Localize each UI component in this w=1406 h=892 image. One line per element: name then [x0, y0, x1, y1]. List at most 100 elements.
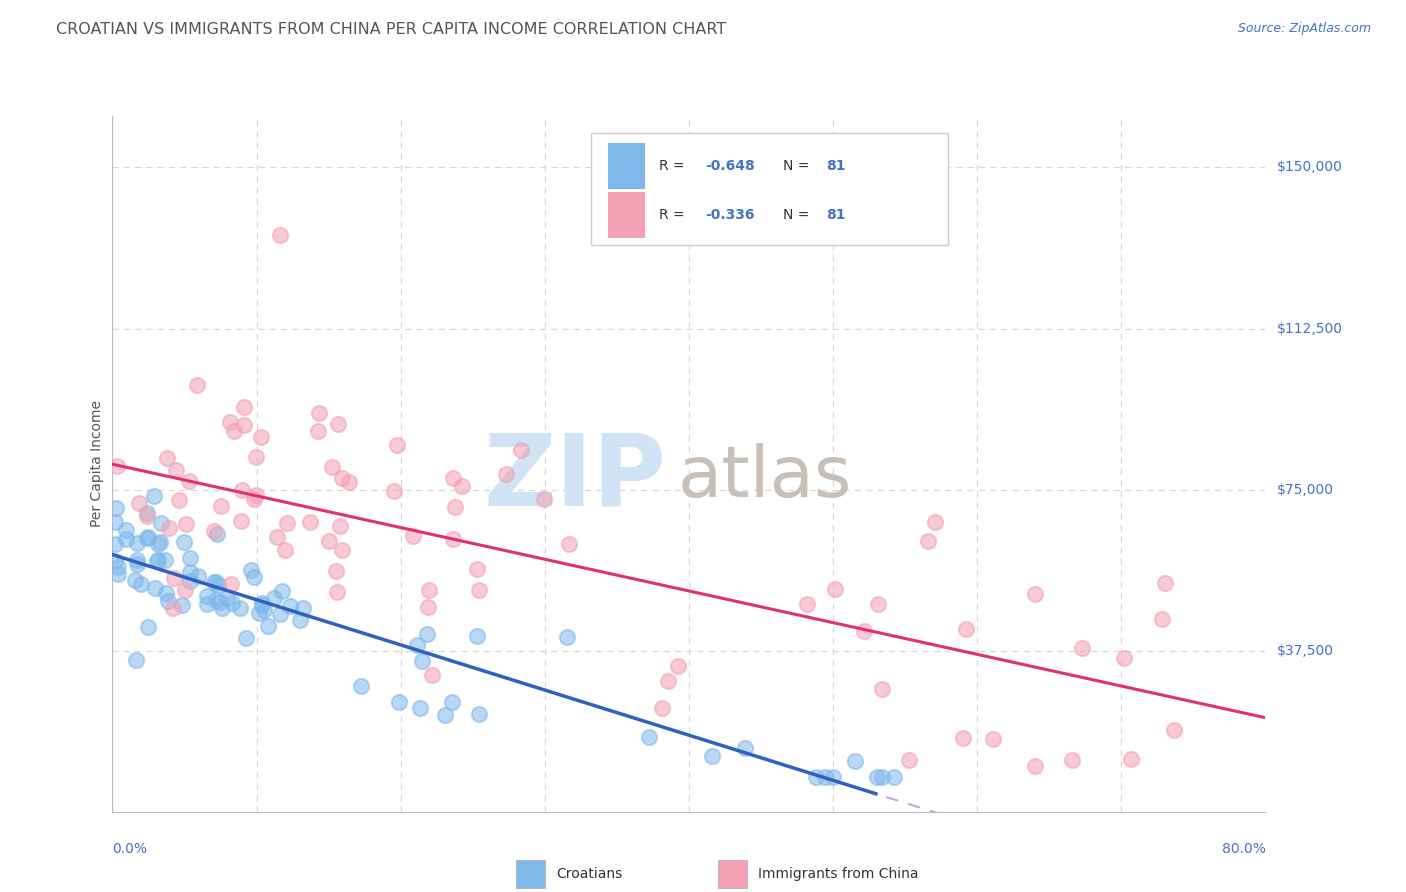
Point [870, 682, 893, 697]
Point [308, 406, 330, 420]
Point [250, 430, 273, 444]
Point [245, 488, 267, 502]
Point [1163, 723, 1185, 738]
Point [872, 770, 894, 784]
Point [853, 624, 876, 638]
Text: -0.336: -0.336 [704, 208, 755, 222]
Point [143, 581, 166, 595]
Point [243, 492, 266, 507]
Point [149, 535, 172, 549]
Point [388, 695, 411, 709]
Point [245, 450, 267, 464]
Point [824, 582, 846, 596]
Text: N =: N = [783, 159, 814, 173]
Point [224, 424, 246, 438]
Point [125, 653, 148, 667]
Bar [609, 193, 645, 238]
Point [127, 535, 149, 549]
Point [444, 500, 467, 514]
Point [204, 593, 226, 607]
Point [952, 731, 974, 745]
Point [1150, 612, 1173, 626]
Point [136, 530, 159, 544]
Point [217, 591, 239, 606]
Point [1024, 759, 1046, 773]
Point [221, 596, 243, 610]
Text: R =: R = [659, 159, 689, 173]
Point [179, 574, 201, 588]
Point [821, 770, 844, 784]
Point [804, 770, 827, 784]
Point [924, 515, 946, 529]
Point [1154, 575, 1177, 590]
Text: R =: R = [659, 208, 689, 222]
Point [104, 537, 127, 551]
Text: 80.0%: 80.0% [1222, 842, 1265, 856]
Point [104, 554, 127, 568]
Point [465, 629, 488, 643]
Point [266, 530, 288, 544]
Point [136, 619, 159, 633]
Point [104, 516, 127, 530]
Point [249, 606, 271, 620]
Point [270, 584, 292, 599]
Point [1119, 752, 1142, 766]
Point [146, 553, 169, 567]
Point [162, 600, 184, 615]
Point [420, 667, 443, 681]
Text: -0.648: -0.648 [704, 159, 755, 173]
Point [418, 582, 440, 597]
Text: $112,500: $112,500 [1277, 321, 1343, 335]
Point [555, 630, 578, 644]
Point [637, 731, 659, 745]
Point [174, 516, 197, 531]
Point [330, 543, 353, 558]
Point [443, 471, 465, 485]
Point [387, 437, 409, 451]
Point [657, 673, 679, 688]
Point [409, 701, 432, 715]
Point [451, 479, 474, 493]
Point [332, 471, 354, 485]
Point [533, 491, 555, 506]
Point [235, 631, 257, 645]
Point [177, 475, 200, 489]
Text: Immigrants from China: Immigrants from China [758, 867, 918, 881]
Point [416, 627, 439, 641]
Point [411, 654, 433, 668]
Point [510, 443, 533, 458]
Point [440, 695, 463, 709]
Point [666, 659, 689, 673]
Point [136, 506, 159, 520]
Point [318, 533, 340, 548]
Point [231, 483, 253, 497]
Point [205, 574, 228, 589]
Text: CROATIAN VS IMMIGRANTS FROM CHINA PER CAPITA INCOME CORRELATION CHART: CROATIAN VS IMMIGRANTS FROM CHINA PER CA… [56, 22, 727, 37]
Text: Source: ZipAtlas.com: Source: ZipAtlas.com [1237, 22, 1371, 36]
Point [229, 514, 252, 528]
Point [125, 557, 148, 571]
Text: 81: 81 [827, 208, 845, 222]
Point [406, 638, 429, 652]
Text: $37,500: $37,500 [1277, 644, 1333, 657]
Point [1060, 753, 1083, 767]
Text: N =: N = [783, 208, 814, 222]
FancyBboxPatch shape [591, 134, 948, 244]
Point [149, 516, 172, 530]
Point [981, 731, 1004, 746]
Point [337, 475, 360, 489]
Point [252, 596, 274, 610]
Point [1071, 641, 1094, 656]
Bar [609, 144, 645, 189]
Point [107, 567, 129, 582]
Point [465, 562, 488, 576]
Point [240, 563, 263, 577]
Point [307, 424, 329, 438]
Point [208, 595, 231, 609]
Point [233, 400, 256, 414]
Point [114, 523, 136, 537]
Point [250, 598, 273, 612]
Point [897, 753, 920, 767]
Point [173, 583, 195, 598]
Point [702, 749, 724, 764]
